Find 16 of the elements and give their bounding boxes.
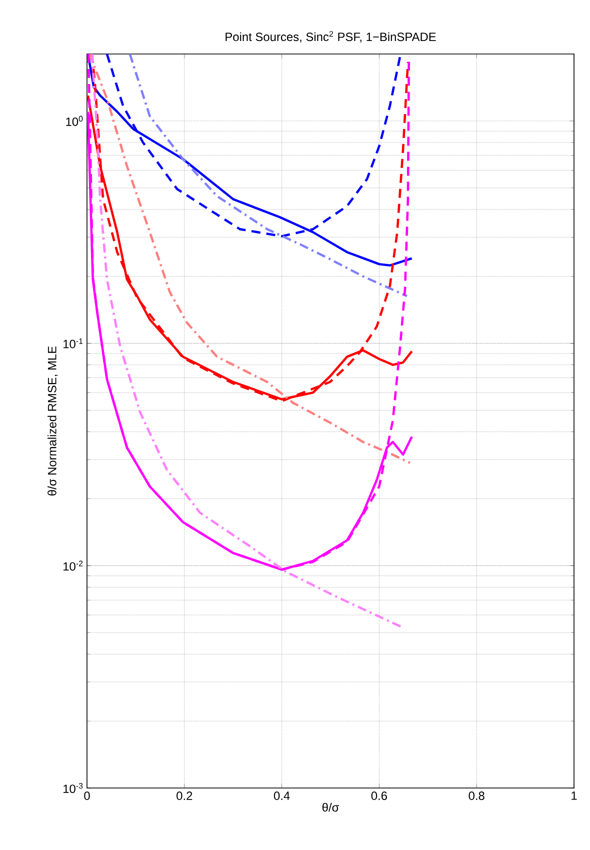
x-tick-label: 1 [572,792,577,800]
x-tick-label: 0.4 [274,792,290,800]
x-tick-label: 0.2 [176,792,192,800]
y-tick-label: 10$^{0}$ [66,116,83,126]
y-axis-title: θ/σ Normalized RMSE, MLE [48,346,58,496]
line-series [88,54,412,464]
y-tick-label: 10$^{-1}$ [64,338,83,348]
y-tick-label: 10$^{-2}$ [64,560,83,571]
chart-title: Point Sources, Sinc$^{2}$ PSF, 1−BinSPADE [226,31,436,43]
line-series [87,54,413,267]
x-axis-title: θ/σ [322,802,339,812]
x-tick-label: 0 [84,792,90,800]
line-series [128,54,408,298]
y-tick-label: 10$^{-3}$ [64,783,83,794]
x-tick-label: 0.6 [371,792,387,800]
x-tick-label: 0.8 [468,792,484,800]
